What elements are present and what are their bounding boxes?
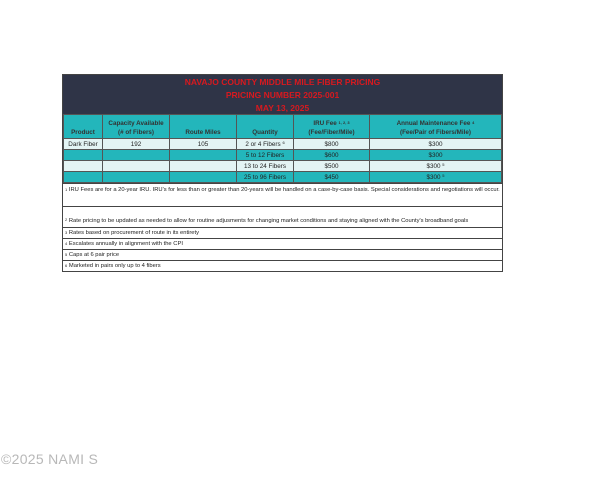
footnote-num: 4 <box>65 241 68 246</box>
header-capacity-line1: Capacity Available <box>108 120 164 127</box>
cell-quantity: 5 to 12 Fibers <box>236 149 294 161</box>
cell-capacity <box>102 171 170 183</box>
cell-iru: $500 <box>293 160 370 172</box>
header-quantity: Quantity <box>236 114 294 139</box>
quantity-text: 2 or 4 Fibers <box>245 140 281 148</box>
copyright-watermark: ©2025 NAMI S <box>1 451 99 467</box>
quantity-text: 13 to 24 Fibers <box>243 162 286 170</box>
footnote-text: Marketed in pairs only up to 4 fibers <box>68 263 161 269</box>
pricing-table: Product Capacity Available (# of Fibers) … <box>63 114 502 183</box>
header-route-miles: Route Miles <box>169 114 237 139</box>
maint-text: $300 <box>426 162 441 170</box>
cell-product <box>63 160 103 172</box>
cell-capacity: 192 <box>102 138 170 150</box>
cell-route-miles <box>169 149 237 161</box>
cell-product: Dark Fiber <box>63 138 103 150</box>
pricing-sheet: NAVAJO COUNTY MIDDLE MILE FIBER PRICING … <box>62 74 503 272</box>
footnote-3: 3 Rates based on procurement of route in… <box>63 227 502 238</box>
cell-route-miles <box>169 171 237 183</box>
cell-iru: $800 <box>293 138 370 150</box>
maint-text: $300 <box>428 151 443 159</box>
cell-product <box>63 149 103 161</box>
header-iru-line2: (Fee/Fiber/Mile) <box>308 129 355 136</box>
cell-iru: $450 <box>293 171 370 183</box>
cell-maintenance: $300 5 <box>369 160 502 172</box>
footnote-num: 5 <box>65 252 68 257</box>
cell-capacity <box>102 149 170 161</box>
header-iru-line1: IRU Fee <box>313 120 337 127</box>
footnote-2: 2 Rate pricing to be updated as needed t… <box>63 206 502 227</box>
footnote-text: Rate pricing to be updated as needed to … <box>68 218 469 224</box>
table-row: 5 to 12 Fibers $600 $300 <box>63 149 502 161</box>
cell-route-miles <box>169 160 237 172</box>
maint-sup: 5 <box>442 172 445 178</box>
cell-route-miles: 105 <box>169 138 237 150</box>
cell-quantity: 2 or 4 Fibers 6 <box>236 138 294 150</box>
table-row: 25 to 96 Fibers $450 $300 5 <box>63 171 502 183</box>
footnote-4: 4 Escalates annually in alignment with t… <box>63 238 502 249</box>
quantity-text: 25 to 96 Fibers <box>243 173 286 181</box>
header-iru-sup: 1, 2, 3 <box>338 120 350 125</box>
title-line-2: PRICING NUMBER 2025-001 <box>225 90 340 100</box>
title-line-3: MAY 13, 2025 <box>255 103 310 113</box>
footnote-text: Escalates annually in alignment with the… <box>68 241 183 247</box>
footnote-1: 1 IRU Fees are for a 20-year IRU. IRU's … <box>63 183 502 206</box>
cell-maintenance: $300 <box>369 138 502 150</box>
quantity-sup: 6 <box>282 139 285 145</box>
header-maintenance: Annual Maintenance Fee 4 (Fee/Pair of Fib… <box>369 114 502 139</box>
cell-maintenance: $300 5 <box>369 171 502 183</box>
maint-sup: 5 <box>442 161 445 167</box>
header-iru: IRU Fee 1, 2, 3 (Fee/Fiber/Mile) <box>293 114 370 139</box>
cell-product <box>63 171 103 183</box>
cell-maintenance: $300 <box>369 149 502 161</box>
title-band: NAVAJO COUNTY MIDDLE MILE FIBER PRICING … <box>63 75 502 114</box>
cell-capacity <box>102 160 170 172</box>
footnote-num: 1 <box>65 187 68 192</box>
maint-text: $300 <box>426 173 441 181</box>
cell-iru: $600 <box>293 149 370 161</box>
header-capacity-line2: (# of Fibers) <box>117 129 155 136</box>
quantity-text: 5 to 12 Fibers <box>245 151 285 159</box>
header-row: Product Capacity Available (# of Fibers) … <box>63 114 502 139</box>
header-product: Product <box>63 114 103 139</box>
cell-quantity: 13 to 24 Fibers <box>236 160 294 172</box>
footnote-num: 6 <box>65 263 68 268</box>
footnote-num: 3 <box>65 230 68 235</box>
header-capacity: Capacity Available (# of Fibers) <box>102 114 170 139</box>
table-row: 13 to 24 Fibers $500 $300 5 <box>63 160 502 172</box>
footnote-text: IRU Fees are for a 20-year IRU. IRU's fo… <box>68 187 500 193</box>
footnote-5: 5 Caps at 6 pair price <box>63 249 502 260</box>
table-row: Dark Fiber 192 105 2 or 4 Fibers 6 $800 … <box>63 138 502 150</box>
footnote-num: 2 <box>65 217 68 222</box>
header-maint-line2: (Fee/Pair of Fibers/Mile) <box>399 129 472 136</box>
maint-text: $300 <box>428 140 443 148</box>
footnote-6: 6 Marketed in pairs only up to 4 fibers <box>63 260 502 271</box>
cell-quantity: 25 to 96 Fibers <box>236 171 294 183</box>
title-line-1: NAVAJO COUNTY MIDDLE MILE FIBER PRICING <box>184 77 381 87</box>
header-maint-line1: Annual Maintenance Fee <box>396 120 471 127</box>
header-maint-sup: 4 <box>472 120 475 125</box>
footnote-text: Rates based on procurement of route in i… <box>68 230 200 236</box>
footnote-text: Caps at 6 pair price <box>68 252 120 258</box>
